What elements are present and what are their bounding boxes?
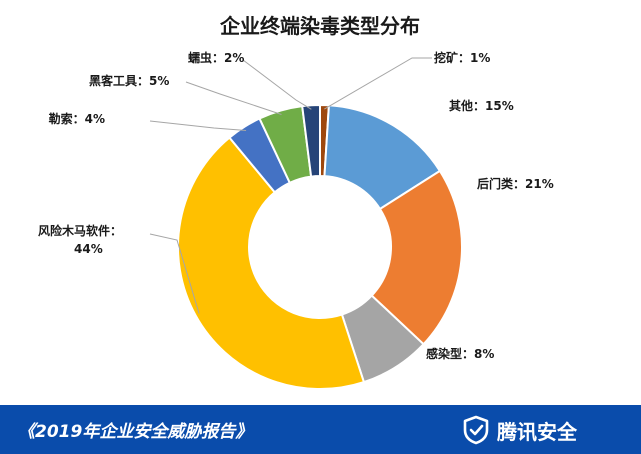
data-label-蠕虫: 蠕虫：2% xyxy=(188,50,244,65)
data-label-挖矿: 挖矿：1% xyxy=(434,50,490,65)
donut-chart: 企业终端染毒类型分布 挖矿：1% 其他：15% 后门类：21% 感染型：8% 风险木马软… xyxy=(38,14,554,390)
leader-line-风险木马软件 xyxy=(149,233,200,314)
report-title: 《2019年企业安全威胁报告》 xyxy=(18,422,253,442)
leader-line-勒索 xyxy=(149,120,247,131)
brand-name: 腾讯安全 xyxy=(497,420,577,444)
chart-title: 企业终端染毒类型分布 xyxy=(219,14,420,38)
data-label-感染型: 感染型：8% xyxy=(426,346,494,361)
slice-风险木马软件 xyxy=(177,136,366,390)
data-label-value-风险木马软件: 44% xyxy=(74,242,103,256)
footer-banner: 《2019年企业安全威胁报告》 腾讯安全 xyxy=(0,405,641,454)
shield-icon xyxy=(463,415,489,445)
data-label-其他: 其他：15% xyxy=(449,98,514,113)
leader-line-蠕虫 xyxy=(242,59,312,110)
slice-蠕虫 xyxy=(301,103,321,178)
data-label-后门类: 后门类：21% xyxy=(477,176,554,191)
data-label-勒索: 勒索：4% xyxy=(49,111,105,126)
data-label-黑客工具: 黑客工具：5% xyxy=(89,73,169,88)
data-label-风险木马软件: 风险木马软件： xyxy=(38,223,122,238)
leader-line-挖矿 xyxy=(324,57,432,110)
slice-后门类 xyxy=(370,169,463,346)
leader-line-黑客工具 xyxy=(185,81,282,115)
